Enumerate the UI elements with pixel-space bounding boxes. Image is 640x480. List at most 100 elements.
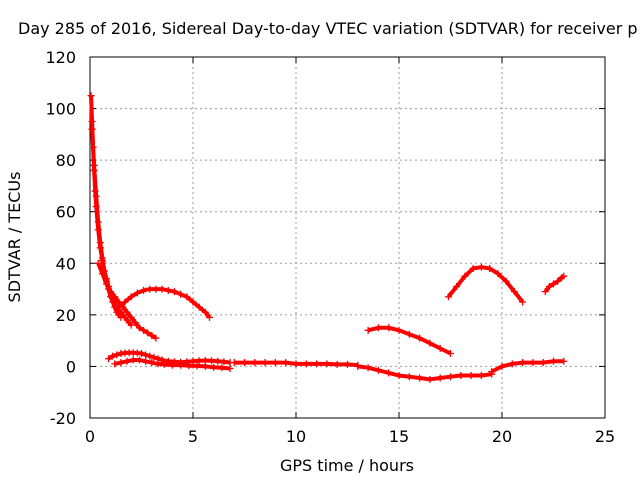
- data-arc: [111, 356, 234, 372]
- data-point: [193, 362, 201, 370]
- data-point: [416, 334, 424, 342]
- data-point: [96, 239, 104, 247]
- data-point: [195, 357, 203, 365]
- data-arc: [94, 259, 160, 342]
- data-point: [541, 288, 549, 296]
- data-point: [146, 285, 154, 293]
- data-point: [152, 285, 160, 293]
- data-point: [98, 254, 106, 262]
- data-point: [385, 369, 393, 377]
- data-point: [539, 359, 547, 367]
- data-point: [395, 326, 403, 334]
- y-tick-label: 100: [45, 100, 76, 119]
- data-point: [135, 356, 143, 364]
- data-point: [94, 218, 102, 226]
- data-point: [519, 359, 527, 367]
- data-point: [183, 293, 191, 301]
- data-point: [111, 293, 119, 301]
- data-point: [115, 303, 123, 311]
- data-point: [117, 313, 125, 321]
- data-point: [560, 272, 568, 280]
- data-point: [127, 293, 135, 301]
- data-point: [140, 286, 148, 294]
- data-point: [135, 324, 143, 332]
- data-point: [385, 324, 393, 332]
- data-point: [374, 366, 382, 374]
- data-point: [111, 360, 119, 368]
- data-point: [282, 359, 290, 367]
- y-tick-label: 20: [56, 306, 76, 325]
- y-tick-label: 120: [45, 48, 76, 67]
- data-point: [364, 326, 372, 334]
- y-tick-label: 60: [56, 203, 76, 222]
- data-point: [333, 360, 341, 368]
- y-tick-label: 0: [66, 357, 76, 376]
- data-point: [201, 308, 209, 316]
- data-point: [158, 285, 166, 293]
- data-point: [90, 161, 98, 169]
- data-point: [241, 359, 248, 367]
- data-point: [113, 351, 121, 359]
- data-point: [94, 259, 102, 267]
- data-point: [444, 293, 452, 301]
- data-point: [545, 282, 553, 290]
- data-point: [416, 374, 424, 382]
- data-point: [133, 289, 141, 297]
- data-arc: [230, 359, 362, 369]
- data-point: [117, 359, 125, 367]
- data-point: [344, 360, 351, 368]
- data-point: [109, 352, 117, 360]
- data-point: [150, 353, 158, 361]
- data-point: [127, 321, 135, 329]
- data-point: [302, 360, 310, 368]
- data-point: [374, 324, 382, 332]
- data-point: [364, 364, 372, 372]
- data-point: [467, 371, 475, 379]
- chart-title: Day 285 of 2016, Sidereal Day-to-day VTE…: [18, 19, 638, 38]
- data-point: [105, 355, 113, 363]
- data-point: [488, 368, 496, 376]
- data-point: [447, 373, 454, 381]
- data-point: [123, 357, 131, 365]
- data-point: [205, 313, 213, 321]
- data-point: [189, 298, 197, 306]
- x-tick-label: 15: [389, 427, 409, 446]
- data-point: [154, 360, 162, 368]
- data-point: [395, 371, 403, 379]
- data-point: [140, 326, 148, 334]
- x-tick-label: 20: [492, 427, 512, 446]
- data-point: [189, 357, 197, 365]
- data-point: [550, 357, 557, 365]
- data-point: [560, 357, 568, 365]
- plot-frame: [89, 56, 606, 419]
- y-tick-label: -20: [50, 409, 76, 428]
- data-point: [550, 280, 557, 288]
- data-point: [160, 360, 168, 368]
- data-point: [88, 125, 96, 133]
- data-point: [123, 308, 131, 316]
- data-point: [461, 272, 469, 280]
- data-point: [148, 359, 156, 367]
- data-point: [92, 192, 100, 200]
- data-point: [144, 329, 152, 337]
- data-arc: [444, 263, 527, 306]
- data-point: [436, 344, 444, 352]
- data-point: [177, 290, 185, 298]
- data-point: [405, 330, 413, 338]
- data-point: [447, 350, 454, 358]
- data-point: [138, 350, 145, 358]
- data-point: [226, 364, 234, 372]
- data-point: [477, 371, 485, 379]
- y-tick-label: 80: [56, 151, 76, 170]
- data-point: [230, 359, 238, 367]
- data-point: [436, 374, 444, 382]
- data-point: [426, 375, 434, 383]
- data-points: [87, 92, 568, 383]
- data-point: [508, 360, 516, 368]
- data-point: [127, 313, 135, 321]
- data-point: [129, 356, 137, 364]
- data-point: [88, 117, 96, 125]
- data-point: [498, 362, 506, 370]
- data-point: [214, 357, 222, 365]
